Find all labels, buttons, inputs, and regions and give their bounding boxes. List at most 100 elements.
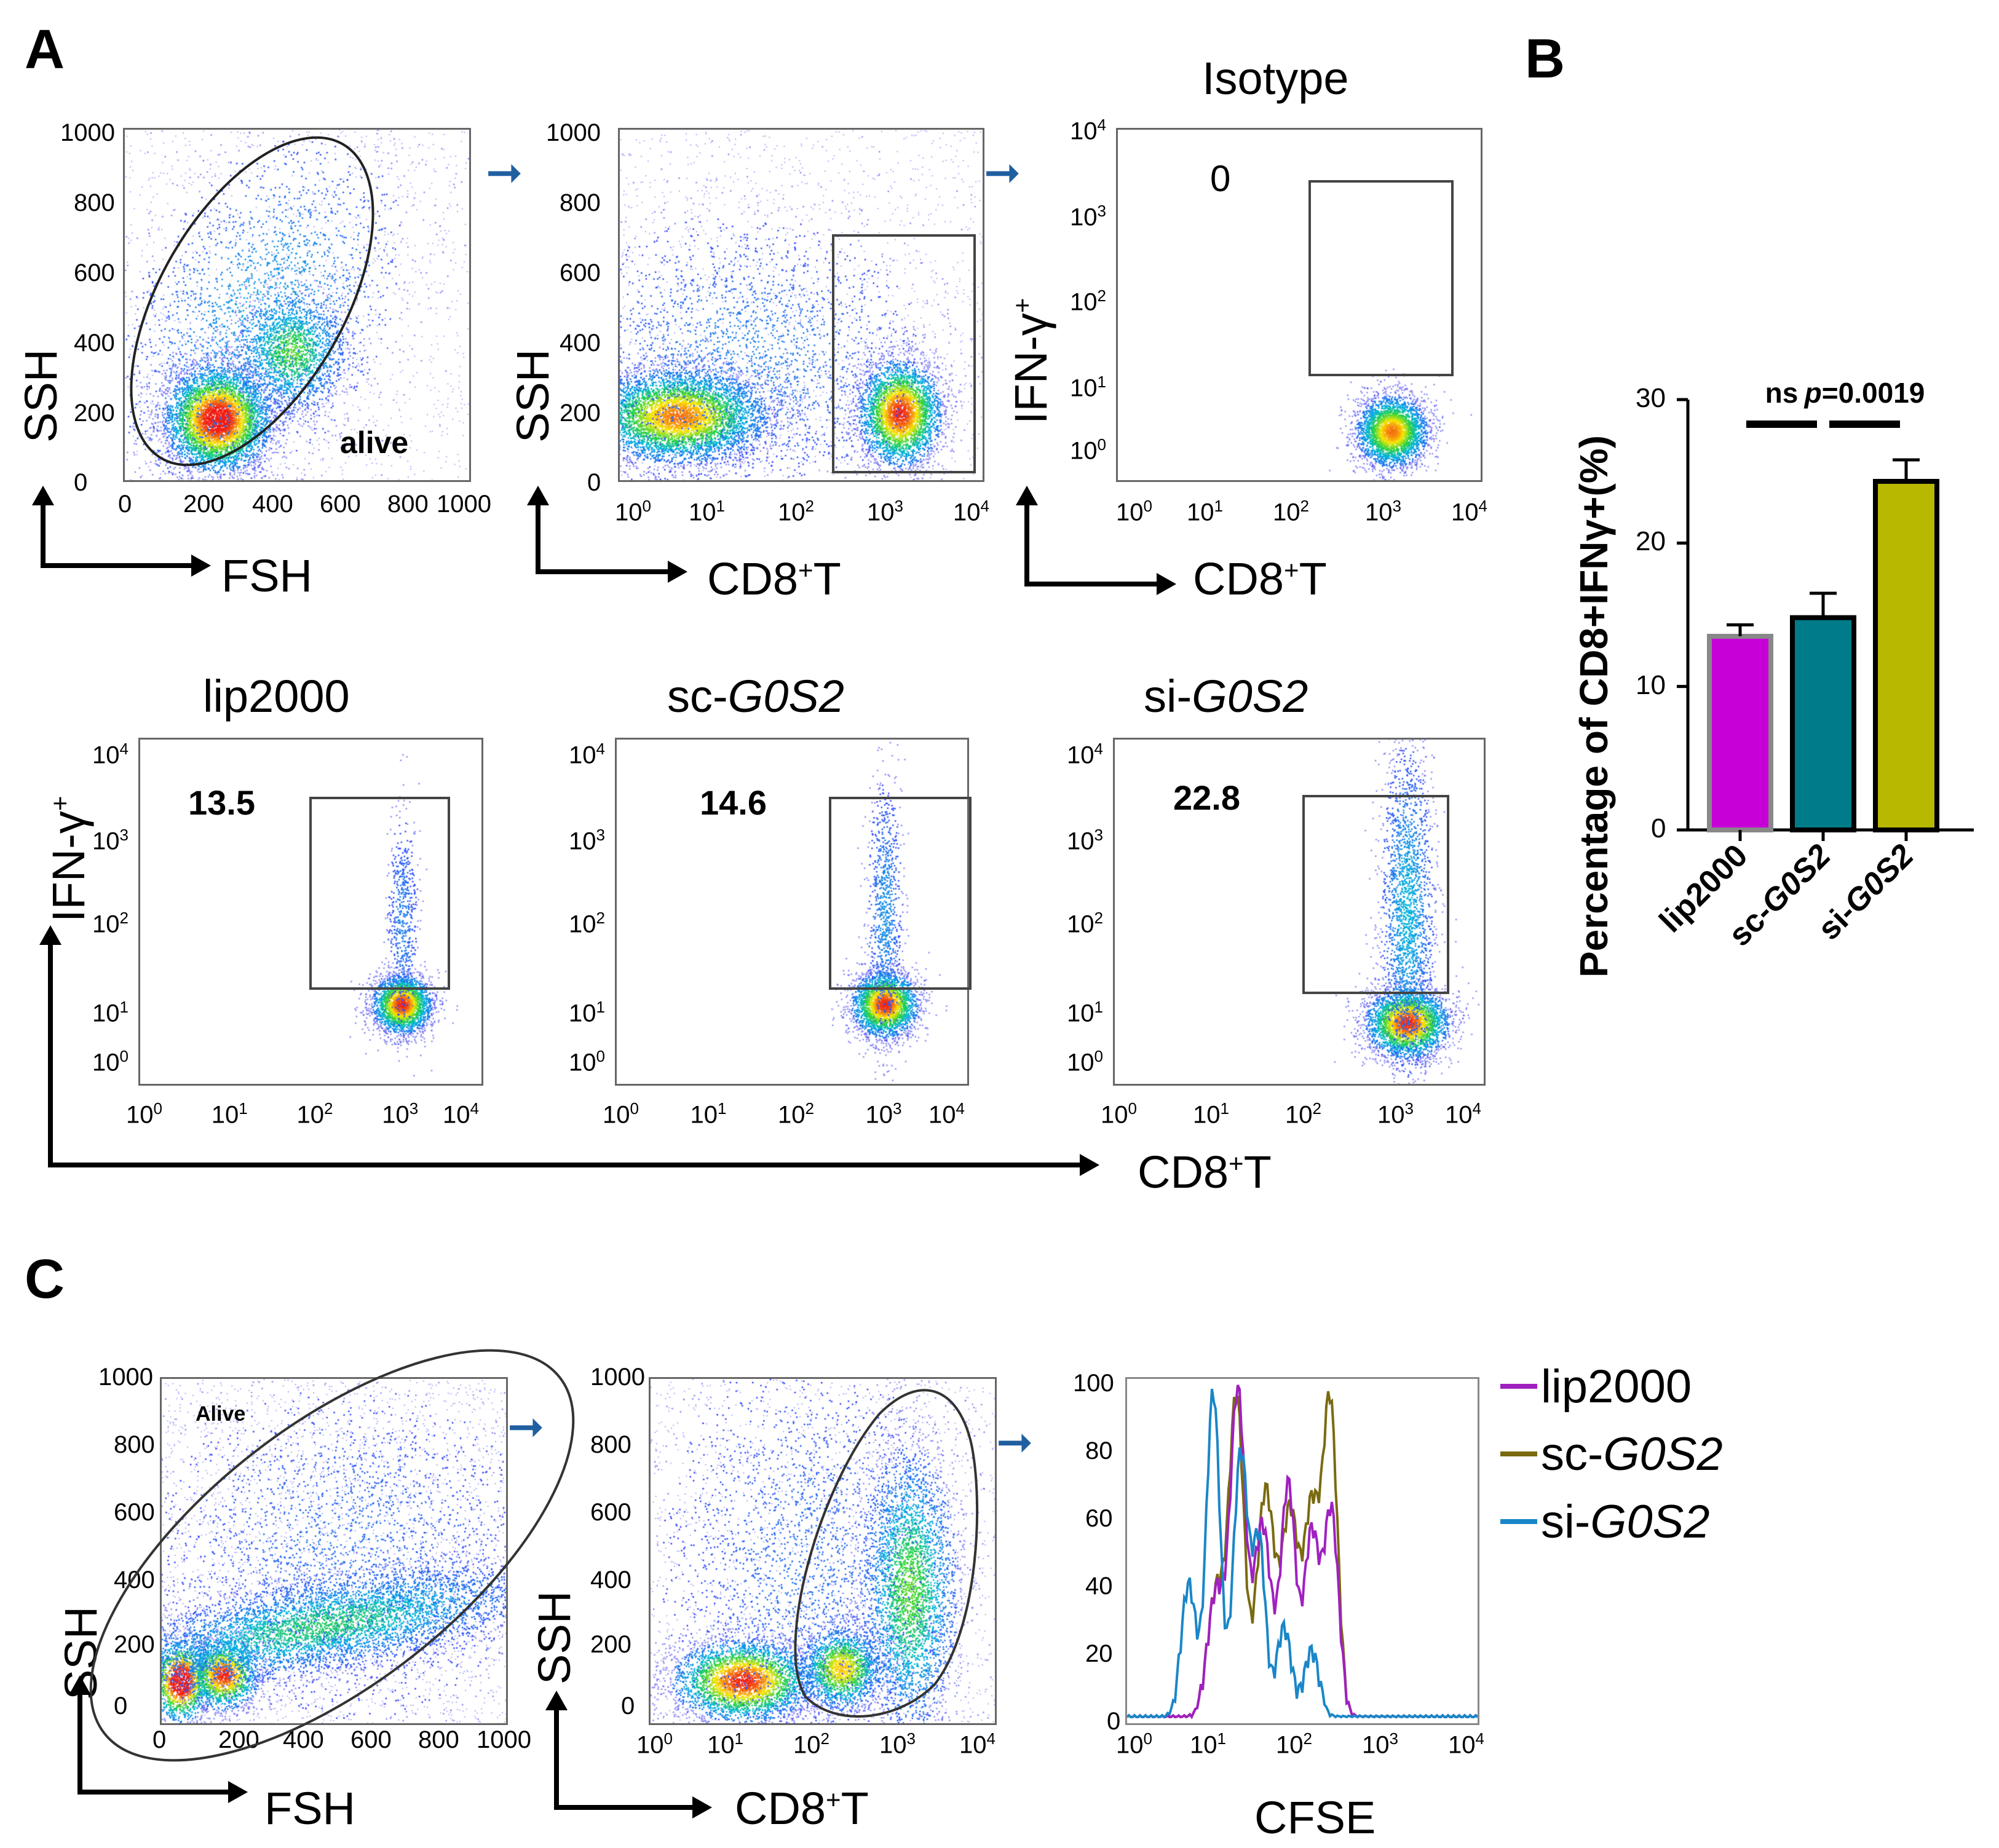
axis-arrow [41, 503, 194, 568]
legend-label: si-G0S2 [1541, 1495, 1710, 1548]
gate-polygon [794, 1389, 979, 1718]
tick-label: 800 [590, 1431, 631, 1458]
tick: 200 [183, 491, 224, 518]
tick-label: 103 [92, 826, 129, 855]
gate-rect [832, 234, 976, 473]
tick-label: 100 [1073, 1370, 1114, 1397]
tick-label: 600 [350, 1726, 392, 1753]
gate-ellipse [89, 1349, 575, 1762]
legend-swatch [1500, 1451, 1537, 1456]
tick-label: 102 [793, 1729, 829, 1759]
cfse-histogram [1125, 1377, 1479, 1725]
tick-label: 102 [296, 1099, 333, 1129]
tick-exp: 0 [642, 497, 651, 515]
sample-title-si: si-G0S2 [1144, 671, 1308, 722]
tick-label: 102 [1067, 909, 1103, 938]
tick-exp: 2 [805, 497, 814, 515]
tick-label: 600 [114, 1499, 155, 1526]
sample-title-lip2000: lip2000 [203, 671, 350, 722]
tick: 600 [560, 259, 601, 286]
plot-a-si: 22.8 [1113, 738, 1486, 1086]
significance-label: p=0.0019 [1803, 377, 1925, 409]
density-scatter [1118, 130, 1481, 480]
tick: 10 [689, 499, 716, 526]
tick: 600 [320, 491, 361, 518]
gate-rect [829, 797, 972, 990]
axis-arrow [1024, 503, 1159, 586]
legend-label: lip2000 [1541, 1360, 1692, 1413]
tick-label: 101 [690, 1099, 727, 1129]
gate-rect [1302, 795, 1449, 994]
tick: 0 [118, 491, 132, 518]
tick-label: 200 [114, 1631, 155, 1658]
tick-exp: 4 [980, 497, 989, 515]
tick-label: 100 [603, 1099, 639, 1129]
density-scatter [651, 1379, 995, 1723]
tick-label: 104 [959, 1729, 996, 1759]
tick-label: 100 [126, 1099, 162, 1129]
tick-label: 400 [114, 1566, 155, 1593]
arrow-head [228, 1781, 248, 1803]
arrow-head [1080, 1154, 1099, 1176]
x-axis-label: CD8+T [1138, 1147, 1272, 1198]
gate-percent: 13.5 [188, 783, 255, 822]
legend-swatch [1500, 1384, 1537, 1389]
x-axis-label: FSH [221, 550, 312, 601]
panel-label-a: A [25, 19, 65, 81]
tick-label: 800 [114, 1431, 155, 1458]
y-tick-label: 10 [1636, 669, 1666, 700]
tick-label: 200 [218, 1726, 259, 1753]
significance-label: ns [1765, 377, 1799, 409]
tick-label: 104 [1067, 740, 1103, 769]
arrow-head [692, 1796, 712, 1818]
axis-arrow [77, 1692, 231, 1795]
tick-label: 101 [1067, 998, 1103, 1027]
legend-label: sc-G0S2 [1541, 1427, 1723, 1480]
tick: 800 [387, 491, 429, 518]
gate-rect [1308, 180, 1454, 376]
sample-title-sc: sc-G0S2 [667, 671, 844, 722]
y-tick-label: 20 [1636, 526, 1666, 557]
density-scatter [620, 130, 983, 480]
density-scatter [162, 1379, 506, 1723]
arrow-head [191, 555, 211, 577]
gate-label: Alive [196, 1402, 246, 1426]
isotype-title: Isotype [1202, 53, 1349, 104]
tick: 1000 [60, 119, 115, 146]
tick-label: 200 [590, 1631, 631, 1658]
legend-swatch [1500, 1519, 1537, 1524]
tick: 10 [615, 499, 643, 526]
tick-label: 104 [569, 740, 605, 769]
tick-label: 101 [92, 998, 129, 1027]
tick-label: 101 [1190, 1729, 1226, 1759]
flow-arrow: ➞ [984, 148, 1021, 197]
arrow-head [69, 1675, 91, 1695]
tick: 200 [560, 400, 601, 427]
bar [1873, 479, 1939, 832]
tick: 1000 [437, 491, 491, 518]
legend: lip2000 sc-G0S2 si-G0S2 [1500, 1352, 1723, 1555]
tick: 0 [74, 469, 88, 496]
x-axis-label: FSH [264, 1783, 355, 1834]
tick: 10 [867, 499, 895, 526]
axis-arrow [554, 1708, 695, 1810]
tick: 800 [560, 189, 601, 216]
tick: 400 [252, 491, 293, 518]
tick-label: 1000 [590, 1364, 645, 1391]
tick-label: 103 [1067, 826, 1103, 855]
tick-label: 600 [590, 1499, 631, 1526]
tick-label: 101 [211, 1099, 248, 1129]
panel-label-c: C [25, 1249, 65, 1310]
arrow-head [668, 561, 687, 583]
tick-label: 100 [636, 1729, 673, 1759]
gate-percent: 22.8 [1173, 778, 1240, 817]
tick: 10 [778, 499, 806, 526]
tick-label: 103 [865, 1099, 902, 1129]
tick-label: 100 [1067, 1047, 1103, 1076]
tick-label: 1000 [98, 1364, 153, 1391]
gate-rect [309, 797, 450, 990]
tick-label: 103 [1377, 1099, 1414, 1129]
tick-label: 104 [1448, 1729, 1484, 1759]
tick-label: 80 [1085, 1437, 1113, 1464]
